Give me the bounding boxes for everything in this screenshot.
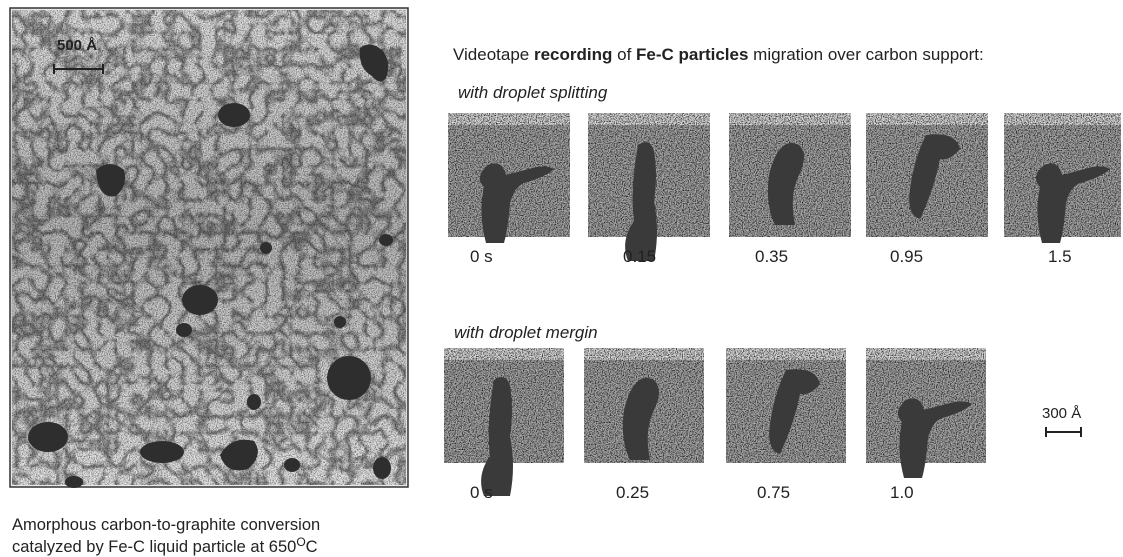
particle [182, 285, 218, 315]
caption-text: catalyzed by Fe-C liquid particle at 650 [12, 538, 296, 556]
particle [140, 441, 184, 463]
video-frame [726, 348, 846, 463]
micrograph: 500 Å [9, 7, 409, 488]
particle [625, 142, 657, 261]
title-part: of [612, 45, 636, 64]
particle [481, 377, 513, 496]
video-frame [584, 348, 704, 463]
scale-label: 500 Å [57, 37, 97, 54]
particle [260, 242, 272, 254]
particle [247, 394, 261, 410]
time-label: 0 s [470, 483, 493, 502]
sequence-title: Videotape recording of Fe-C particles mi… [453, 45, 984, 64]
time-label: 0.25 [616, 483, 649, 502]
time-label: 1.0 [890, 483, 914, 502]
time-label: 0 s [470, 247, 493, 266]
particle [479, 163, 554, 243]
time-label: 0.75 [757, 483, 790, 502]
particles [28, 44, 393, 488]
caption: Amorphous carbon-to-graphite conversion [12, 516, 320, 534]
particle [327, 356, 371, 400]
video-frame [448, 113, 570, 243]
particle [909, 134, 960, 219]
particle [65, 476, 83, 488]
particle [379, 234, 393, 246]
particle [767, 143, 804, 225]
time-label: 0.15 [623, 247, 656, 266]
time-label: 0.35 [755, 247, 788, 266]
particle [176, 323, 192, 337]
caption-unit: C [306, 538, 318, 556]
video-frame [866, 348, 986, 478]
particle [769, 369, 820, 454]
video-frame [1004, 113, 1121, 243]
particle [897, 398, 972, 478]
scale-label: 300 Å [1042, 405, 1081, 422]
title-part: recording [534, 45, 612, 64]
particle [220, 439, 258, 471]
time-label: 0.95 [890, 247, 923, 266]
video-frame [588, 113, 710, 261]
time-label: 1.5 [1048, 247, 1072, 266]
particle [334, 316, 346, 328]
particle [284, 458, 300, 472]
row-label: with droplet mergin [454, 323, 598, 342]
particle [1035, 163, 1110, 243]
particle [28, 422, 68, 452]
row-label: with droplet splitting [458, 83, 608, 102]
title-part: Videotape [453, 45, 534, 64]
video-frame [866, 113, 988, 237]
particle [373, 457, 391, 479]
particle [359, 44, 389, 82]
particle [96, 164, 125, 197]
particle [622, 378, 659, 460]
caption-superscript: O [296, 535, 305, 549]
title-part: migration over carbon support: [748, 45, 983, 64]
video-frame [729, 113, 851, 237]
caption: catalyzed by Fe-C liquid particle at 650… [12, 535, 318, 556]
texture [12, 10, 406, 485]
video-frame [444, 348, 564, 496]
particle [218, 103, 250, 127]
title-part: Fe-C particles [636, 45, 748, 64]
